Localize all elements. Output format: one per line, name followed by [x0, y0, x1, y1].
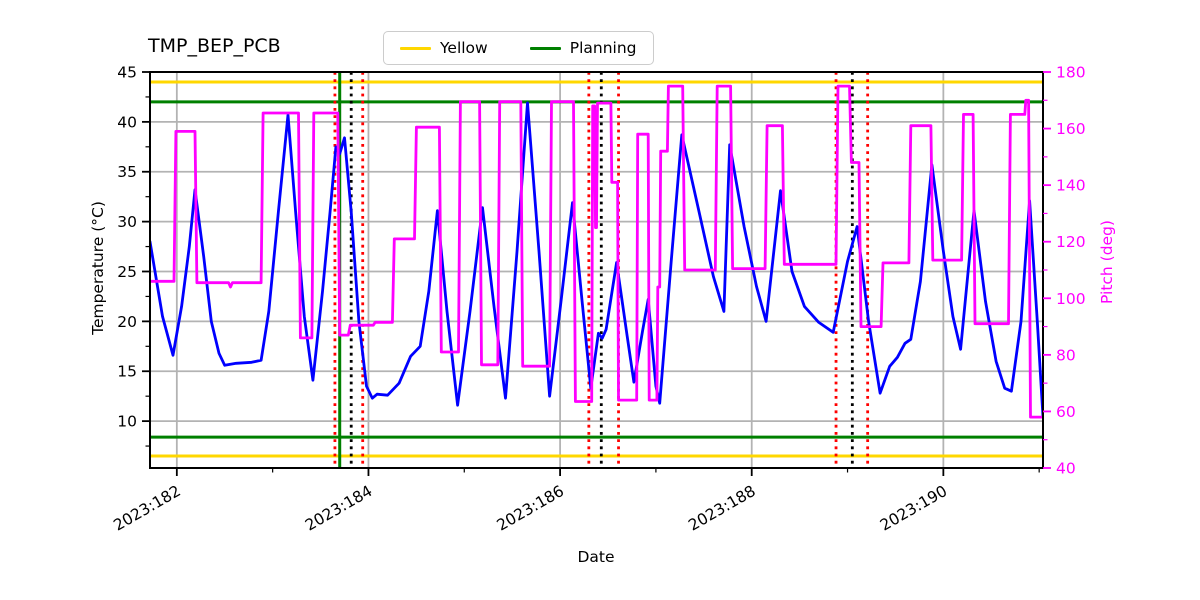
svg-text:40: 40	[1056, 460, 1076, 478]
svg-text:2023:186: 2023:186	[494, 482, 567, 535]
svg-text:120: 120	[1056, 233, 1086, 251]
svg-text:40: 40	[117, 113, 137, 131]
svg-text:35: 35	[117, 163, 137, 181]
yellow-line-sample	[400, 46, 431, 50]
x-axis-label: Date	[577, 548, 615, 566]
legend-item-planning: Planning	[529, 39, 637, 57]
chart-title: TMP_BEP_PCB	[148, 35, 281, 57]
svg-text:45: 45	[117, 64, 137, 82]
svg-text:140: 140	[1056, 177, 1086, 195]
svg-text:160: 160	[1056, 120, 1086, 138]
legend-item-yellow: Yellow	[400, 39, 488, 57]
svg-text:25: 25	[117, 263, 137, 281]
planning-line-sample	[529, 46, 561, 50]
svg-text:2023:184: 2023:184	[302, 482, 375, 535]
legend-label-planning: Planning	[569, 39, 637, 57]
svg-text:30: 30	[117, 213, 137, 231]
svg-text:2023:182: 2023:182	[111, 482, 184, 535]
svg-text:180: 180	[1056, 64, 1086, 82]
svg-text:15: 15	[117, 363, 137, 381]
svg-text:2023:188: 2023:188	[685, 482, 758, 535]
legend: Yellow Planning	[383, 31, 654, 65]
svg-text:80: 80	[1056, 346, 1076, 364]
y-axis-label-temperature: Temperature (°C)	[89, 201, 107, 335]
svg-text:60: 60	[1056, 403, 1076, 421]
svg-text:20: 20	[117, 313, 137, 331]
svg-text:100: 100	[1056, 290, 1086, 308]
svg-text:2023:190: 2023:190	[877, 482, 950, 535]
svg-text:10: 10	[117, 413, 137, 431]
y-axis-label-pitch: Pitch (deg)	[1098, 220, 1116, 304]
legend-label-yellow: Yellow	[440, 39, 488, 57]
